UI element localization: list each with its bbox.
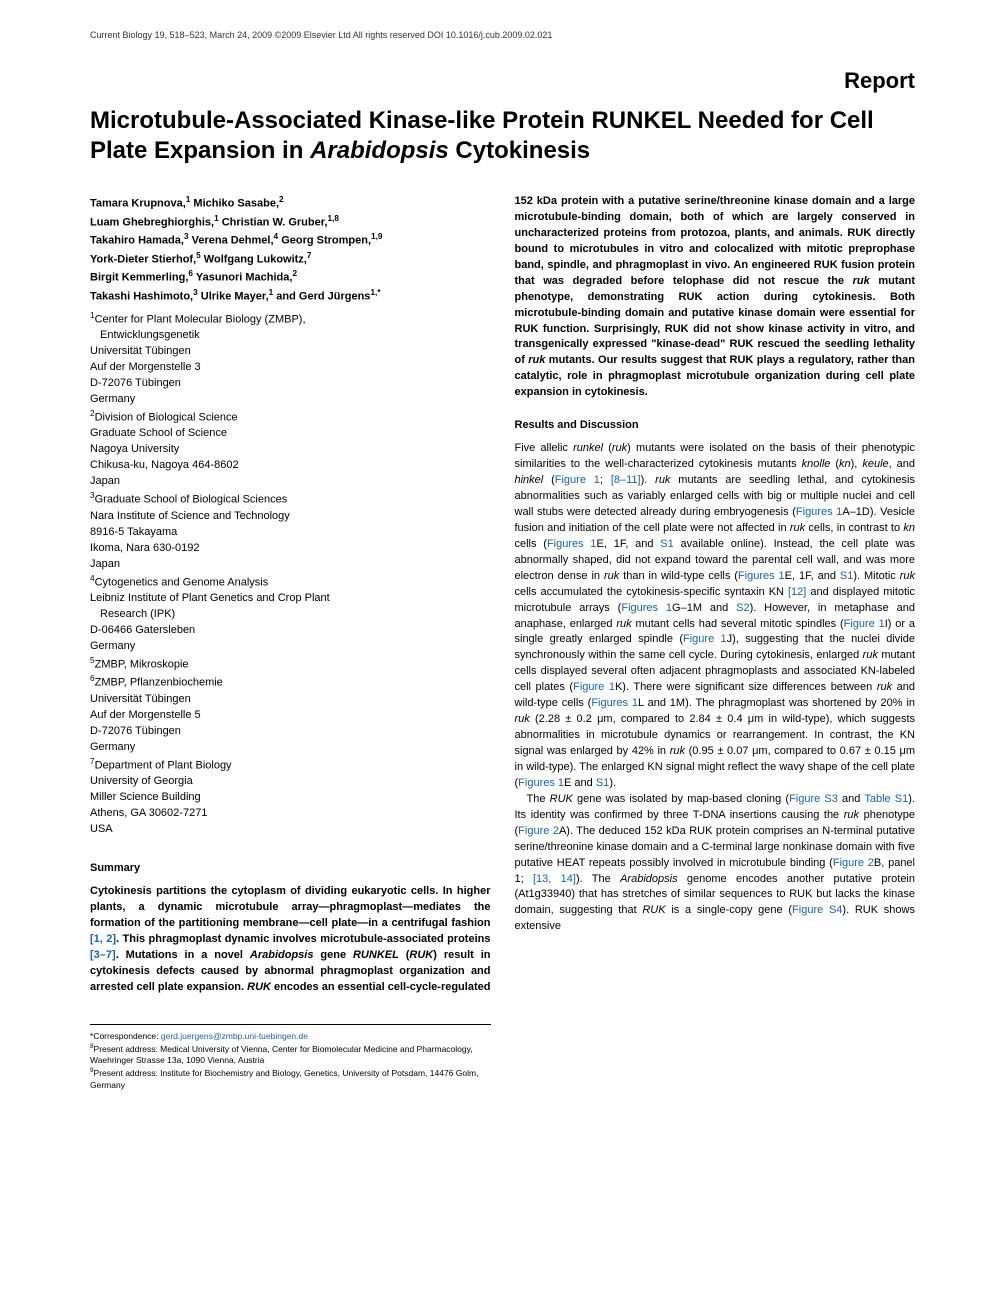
affiliation-line: Athens, GA 30602-7271: [90, 806, 491, 822]
author-list: Tamara Krupnova,1 Michiko Sasabe,2Luam G…: [90, 194, 491, 306]
affiliation-line: Leibniz Institute of Plant Genetics and …: [90, 591, 491, 607]
affiliation-line: Japan: [90, 474, 491, 490]
affiliation-line: Ikoma, Nara 630-0192: [90, 541, 491, 557]
two-column-layout: Tamara Krupnova,1 Michiko Sasabe,2Luam G…: [90, 194, 915, 1092]
affiliation-line: 2Division of Biological Science: [90, 408, 491, 427]
affiliation-line: Nara Institute of Science and Technology: [90, 509, 491, 525]
summary-heading: Summary: [90, 862, 491, 874]
affiliation-line: Miller Science Building: [90, 790, 491, 806]
affiliation-line: D-72076 Tübingen: [90, 724, 491, 740]
footnote-8: 8Present address: Medical University of …: [90, 1043, 491, 1068]
affiliation-line: Entwicklungsgenetik: [90, 328, 491, 344]
affiliation-line: Chikusa-ku, Nagoya 464-8602: [90, 458, 491, 474]
correspondence-email-link[interactable]: gerd.juergens@zmbp.uni-tuebingen.de: [161, 1031, 308, 1041]
affiliation-line: Germany: [90, 392, 491, 408]
affiliation-line: 4Cytogenetics and Genome Analysis: [90, 573, 491, 592]
affiliation-line: 5ZMBP, Mikroskopie: [90, 655, 491, 674]
affiliation-line: Germany: [90, 740, 491, 756]
footnotes-block: *Correspondence: gerd.juergens@zmbp.uni-…: [90, 1024, 491, 1092]
affiliation-line: Universität Tübingen: [90, 344, 491, 360]
footnote-9: 9Present address: Institute for Biochemi…: [90, 1067, 491, 1092]
affiliation-line: University of Georgia: [90, 774, 491, 790]
correspondence-line: *Correspondence: gerd.juergens@zmbp.uni-…: [90, 1031, 491, 1043]
affiliation-line: Auf der Morgenstelle 5: [90, 708, 491, 724]
affiliation-line: Graduate School of Science: [90, 426, 491, 442]
affiliation-line: 1Center for Plant Molecular Biology (ZMB…: [90, 310, 491, 329]
summary-paragraph: Cytokinesis partitions the cytoplasm of …: [90, 884, 491, 996]
affiliation-line: D-06466 Gatersleben: [90, 623, 491, 639]
correspondence-label: *Correspondence:: [90, 1031, 161, 1041]
affiliation-line: 8916-5 Takayama: [90, 525, 491, 541]
results-heading: Results and Discussion: [515, 419, 916, 431]
affiliation-line: Germany: [90, 639, 491, 655]
affiliation-line: Universität Tübingen: [90, 692, 491, 708]
journal-header: Current Biology 19, 518–523, March 24, 2…: [90, 30, 915, 40]
affiliations-block: 1Center for Plant Molecular Biology (ZMB…: [90, 310, 491, 839]
results-paragraph-2: The RUK gene was isolated by map-based c…: [515, 792, 916, 935]
affiliation-line: 6ZMBP, Pflanzenbiochemie: [90, 673, 491, 692]
affiliation-line: Nagoya University: [90, 442, 491, 458]
right-column: 152 kDa protein with a putative serine/t…: [515, 194, 916, 1092]
title-part2: Cytokinesis: [449, 137, 590, 164]
affiliation-line: USA: [90, 822, 491, 838]
summary-continuation: 152 kDa protein with a putative serine/t…: [515, 194, 916, 401]
affiliation-line: Auf der Morgenstelle 3: [90, 360, 491, 376]
affiliation-line: Research (IPK): [90, 607, 491, 623]
affiliation-line: 7Department of Plant Biology: [90, 756, 491, 775]
title-italic: Arabidopsis: [310, 137, 449, 164]
report-label: Report: [90, 68, 915, 94]
affiliation-line: Japan: [90, 557, 491, 573]
affiliation-line: D-72076 Tübingen: [90, 376, 491, 392]
affiliation-line: 3Graduate School of Biological Sciences: [90, 490, 491, 509]
article-title: Microtubule-Associated Kinase-like Prote…: [90, 106, 915, 166]
left-column: Tamara Krupnova,1 Michiko Sasabe,2Luam G…: [90, 194, 491, 1092]
results-paragraph-1: Five allelic runkel (ruk) mutants were i…: [515, 441, 916, 792]
